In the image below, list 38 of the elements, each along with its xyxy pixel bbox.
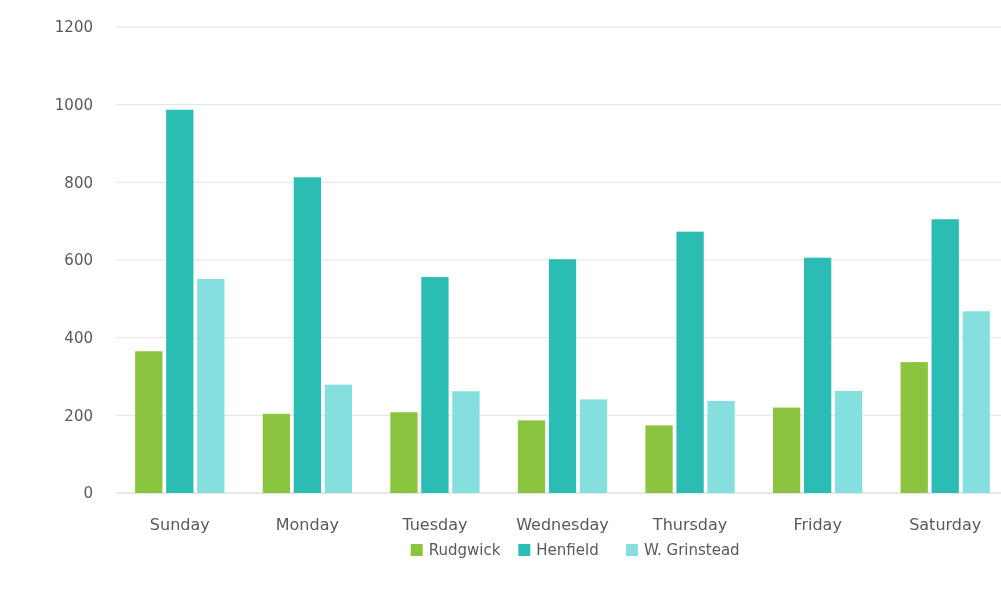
x-tick-label: Saturday bbox=[909, 515, 982, 534]
y-tick-label: 800 bbox=[64, 173, 93, 192]
legend-label: Rudgwick bbox=[428, 541, 501, 560]
bar bbox=[517, 420, 546, 493]
y-tick-label: 200 bbox=[64, 406, 93, 425]
bar bbox=[452, 391, 480, 493]
x-tick-label: Thursday bbox=[651, 515, 728, 534]
bar bbox=[262, 413, 290, 493]
y-tick-label: 1200 bbox=[54, 18, 93, 37]
legend-label: W. Grinstead bbox=[643, 541, 740, 560]
bar bbox=[197, 279, 225, 493]
y-tick-label: 1000 bbox=[54, 95, 93, 114]
y-tick-label: 0 bbox=[83, 484, 93, 503]
y-tick-label: 600 bbox=[64, 251, 93, 270]
bar bbox=[324, 384, 353, 493]
bar bbox=[804, 257, 832, 493]
x-tick-label: Sunday bbox=[149, 515, 210, 534]
bar bbox=[835, 390, 863, 493]
bar bbox=[390, 412, 418, 493]
bar bbox=[166, 109, 194, 493]
bar bbox=[707, 400, 735, 493]
bar bbox=[135, 351, 163, 493]
x-tick-label: Tuesday bbox=[401, 515, 468, 534]
bar bbox=[548, 259, 577, 493]
x-tick-label: Friday bbox=[793, 515, 842, 534]
bar bbox=[900, 362, 928, 493]
y-tick-label: 400 bbox=[64, 328, 93, 347]
bar bbox=[645, 425, 673, 493]
x-tick-label: Monday bbox=[275, 515, 339, 534]
bar bbox=[676, 231, 704, 493]
bar bbox=[772, 407, 801, 493]
legend-label: Henfield bbox=[536, 541, 599, 560]
bar bbox=[293, 177, 321, 493]
bar bbox=[931, 219, 959, 493]
bar bbox=[962, 311, 990, 493]
x-tick-label: Wednesday bbox=[516, 515, 609, 534]
bar bbox=[421, 277, 449, 493]
bar bbox=[579, 399, 608, 493]
